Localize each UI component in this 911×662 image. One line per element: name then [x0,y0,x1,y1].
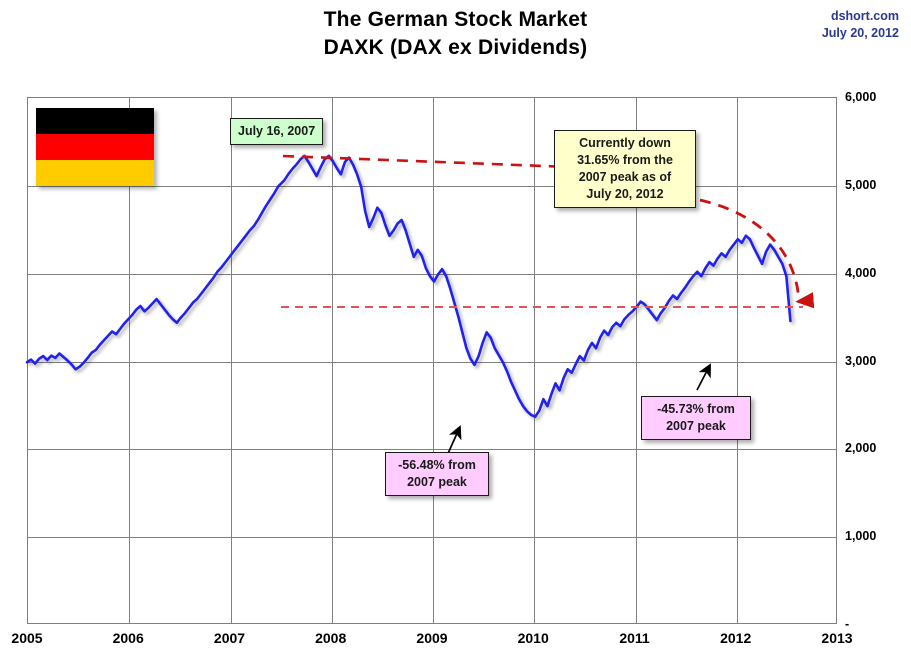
xtick-2006: 2006 [112,630,144,646]
current-status-line-3: 2007 peak as of [578,170,672,184]
ytick-5000: 5,000 [845,177,877,192]
trough-2011-callout: -45.73% from 2007 peak [641,396,751,440]
gridline-y-3000 [28,361,836,363]
gridline-y-4000 [28,273,836,275]
germany-flag-icon [36,108,154,186]
gridline-x-2009 [433,98,434,623]
xtick-2008: 2008 [315,630,347,646]
title-line-1: The German Stock Market [323,8,588,31]
current-status-line-4: July 20, 2012 [586,187,664,201]
ytick-1000: 1,000 [845,529,877,544]
ytick-4000: 4,000 [845,265,877,280]
flag-band-gold [36,159,154,186]
xtick-2009: 2009 [416,630,448,646]
attribution-date: July 20, 2012 [821,26,899,40]
trough-2011-line-1: -45.73% from [657,402,735,416]
xtick-2010: 2010 [517,630,549,646]
trough-2009-line-1: -56.48% from [398,458,476,472]
xtick-2013: 2013 [821,630,853,646]
ytick-0: - [845,617,850,631]
title-line-2: DAXK (DAX ex Dividends) [323,36,588,59]
gridline-x-2012 [736,98,738,623]
gridline-y-2000 [28,449,836,451]
xtick-2011: 2011 [619,630,650,646]
ytick-6000: 6,000 [845,90,877,104]
flag-band-black [36,108,154,134]
xtick-2007: 2007 [213,630,246,646]
gridline-x-2010 [534,98,536,623]
gridline-x-2007 [230,98,232,623]
xtick-2005: 2005 [11,630,43,646]
trough-2011-line-2: 2007 peak [666,419,726,433]
peak-date-text: July 16, 2007 [238,124,316,138]
page-title: The German Stock Market DAXK (DAX ex Div… [0,6,911,62]
gridline-y-1000 [28,537,836,539]
attribution: dshort.com July 20, 2012 [822,8,899,42]
current-status-callout: Currently down 31.65% from the 2007 peak… [554,130,696,208]
xtick-2012: 2012 [720,630,752,646]
trough-2009-callout: -56.48% from 2007 peak [385,452,489,496]
ytick-3000: 3,000 [845,353,877,368]
attribution-source: dshort.com [830,9,899,23]
current-status-line-1: Currently down [579,136,671,150]
trough-2009-line-2: 2007 peak [407,475,467,489]
ytick-2000: 2,000 [845,441,877,456]
gridline-x-2008 [331,98,333,623]
current-status-line-2: 31.65% from the [577,153,673,167]
peak-date-callout: July 16, 2007 [230,118,324,145]
flag-band-red [36,133,154,160]
